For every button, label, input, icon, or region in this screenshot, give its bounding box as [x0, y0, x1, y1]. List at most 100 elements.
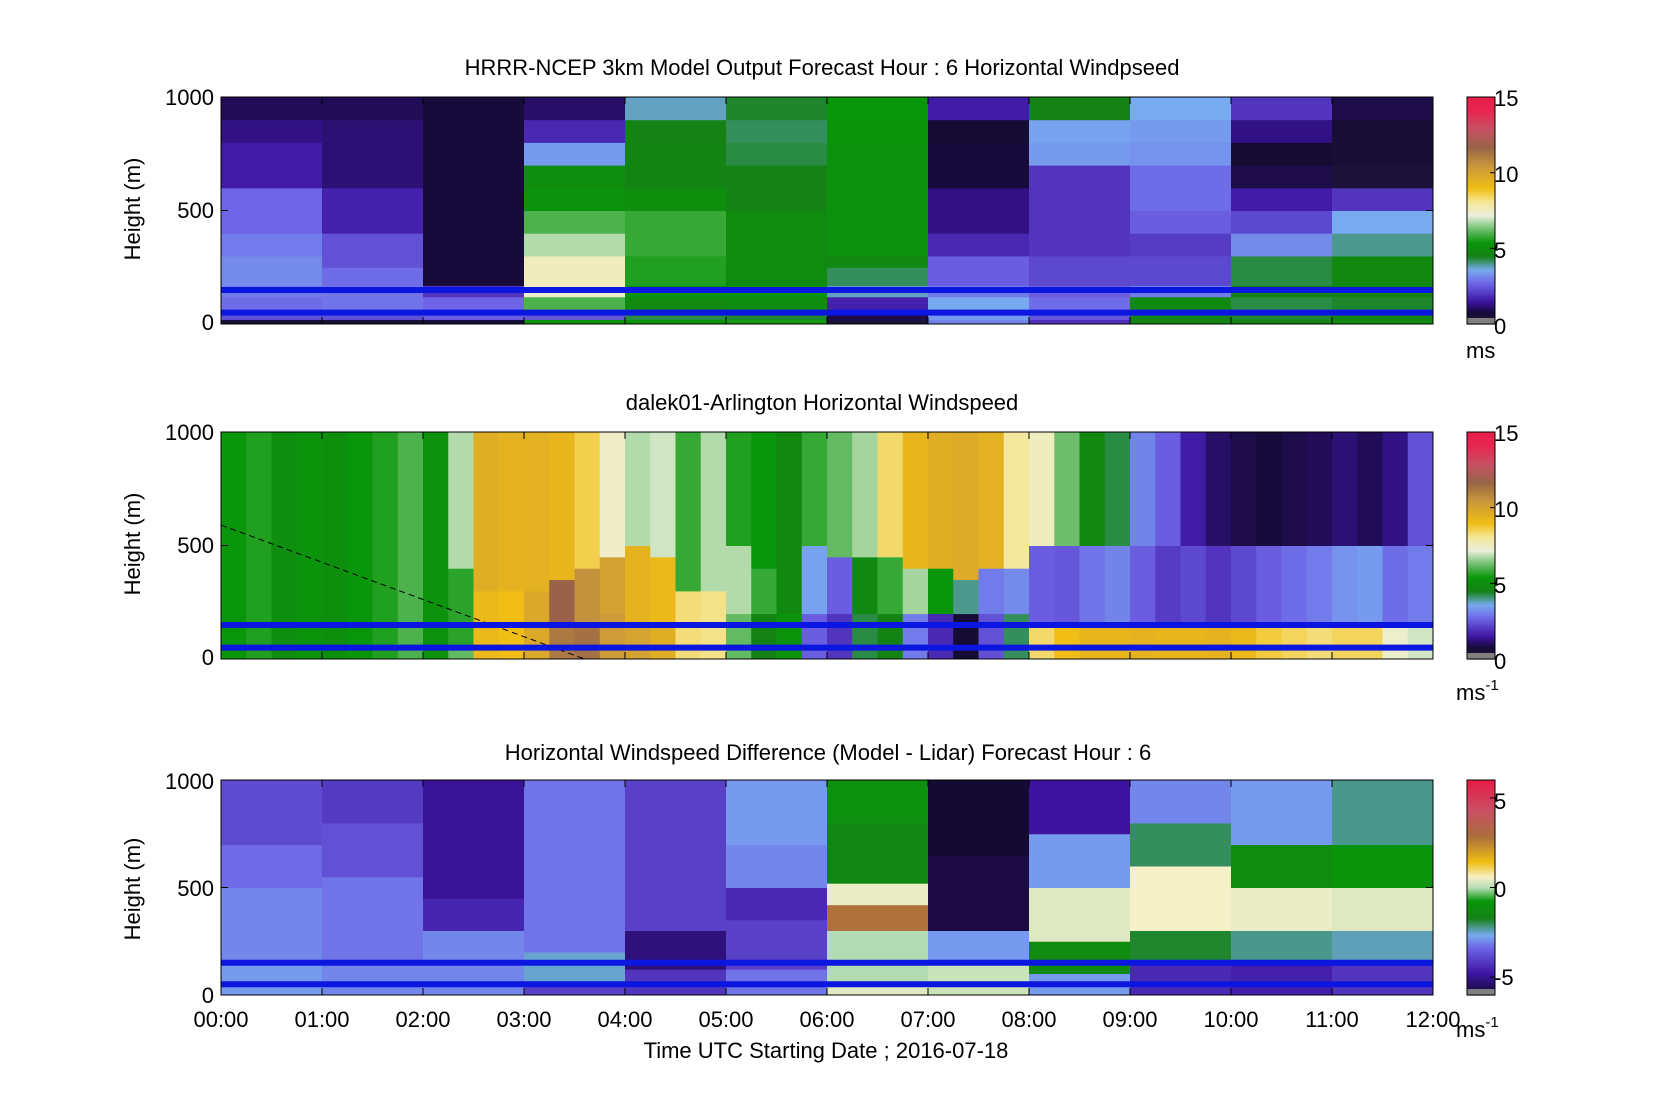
x-tick-label: 01:00	[294, 1007, 349, 1032]
heatmap-cell	[726, 432, 752, 546]
heatmap-cell	[322, 780, 424, 824]
colorbar-segment	[1467, 619, 1495, 622]
colorbar-segment	[1467, 873, 1495, 876]
heatmap-cell	[423, 319, 525, 325]
x-tick-label: 00:00	[193, 1007, 248, 1032]
colorbar-segment	[1467, 484, 1495, 488]
heatmap-cell	[801, 432, 828, 546]
colorbar-segment	[1467, 624, 1495, 628]
colorbar-segment	[1467, 788, 1495, 792]
heatmap-cell	[574, 568, 601, 626]
colorbar-segment	[1467, 960, 1495, 964]
colorbar-tick-label: -5	[1494, 965, 1514, 990]
heatmap-cell	[1130, 823, 1232, 867]
heatmap-cell	[827, 432, 853, 558]
colorbar-segment	[1467, 148, 1495, 151]
colorbar-segment	[1467, 269, 1495, 272]
colorbar-segment	[1467, 632, 1495, 636]
heatmap-cell	[726, 545, 752, 615]
colorbar-segment	[1467, 844, 1495, 847]
heatmap-cell	[1231, 142, 1333, 166]
heatmap-cell	[1130, 624, 1156, 660]
heatmap-cell	[1054, 624, 1080, 660]
colorbar-segment	[1467, 590, 1495, 594]
heatmap-cell	[827, 780, 929, 824]
colorbar-segment	[1467, 831, 1495, 835]
colorbar-segment	[1467, 623, 1495, 626]
colorbar-segment	[1467, 819, 1495, 822]
colorbar-tick-label: 5	[1494, 789, 1506, 814]
x-tick-label: 09:00	[1102, 1007, 1157, 1032]
colorbar-segment	[1467, 528, 1495, 531]
colorbar-segment	[1467, 219, 1495, 223]
colorbar-segment	[1467, 545, 1495, 548]
colorbar-segment	[1467, 172, 1495, 176]
colorbar-segment	[1467, 891, 1495, 894]
colorbar-segment	[1467, 828, 1495, 831]
heatmap-cell	[1231, 930, 1333, 964]
heatmap-cell	[1130, 319, 1232, 325]
heatmap-cell	[1407, 545, 1434, 626]
colorbar-segment	[1467, 189, 1495, 193]
colorbar-unit-exponent: -1	[1485, 1014, 1498, 1031]
heatmap-cell	[524, 233, 626, 257]
colorbar-segment	[1467, 132, 1495, 136]
colorbar-segment	[1467, 469, 1495, 473]
colorbar-segment	[1467, 182, 1495, 185]
heatmap-cell	[1231, 432, 1257, 546]
heatmap-cell	[1256, 432, 1282, 546]
heatmap-cell	[928, 780, 1030, 856]
heatmap-cell	[1180, 545, 1207, 626]
colorbar-segment	[1467, 556, 1495, 560]
colorbar-segment	[1467, 477, 1495, 480]
heatmap-cell	[1281, 432, 1308, 546]
heatmap-cell	[1205, 545, 1232, 626]
heatmap-cell	[1130, 866, 1232, 931]
heatmap-cell	[953, 432, 979, 581]
colorbar-segment	[1467, 244, 1495, 248]
colorbar-segment	[1467, 187, 1495, 191]
colorbar-segment	[1467, 645, 1495, 649]
heatmap-cell	[827, 613, 853, 660]
heatmap-cell	[423, 432, 449, 660]
colorbar-segment	[1467, 520, 1495, 524]
colorbar-segment	[1467, 475, 1495, 478]
colorbar-segment	[1467, 191, 1495, 195]
colorbar-segment	[1467, 611, 1495, 615]
heatmap-cell	[1231, 545, 1257, 626]
colorbar-segment	[1467, 966, 1495, 969]
heatmap-cell	[1231, 844, 1333, 888]
colorbar-segment	[1467, 796, 1495, 799]
colorbar-segment	[1467, 579, 1495, 583]
colorbar-segment	[1467, 914, 1495, 917]
colorbar-segment	[1467, 227, 1495, 231]
heatmap-cell	[1357, 545, 1383, 626]
colorbar-segment	[1467, 121, 1495, 125]
heatmap-cell	[1155, 432, 1181, 546]
colorbar-segment	[1467, 443, 1495, 446]
colorbar-segment	[1467, 119, 1495, 123]
colorbar-segment	[1467, 628, 1495, 632]
heatmap-cell	[599, 556, 626, 615]
heatmap-cell	[1029, 624, 1055, 660]
colorbar-segment	[1467, 866, 1495, 869]
colorbar-segment	[1467, 894, 1495, 898]
colorbar-segment	[1467, 312, 1495, 316]
heatmap-cell	[978, 432, 1005, 569]
heatmap-cell	[953, 613, 979, 660]
heatmap-cell	[827, 904, 929, 931]
heatmap-cell	[1332, 545, 1358, 626]
heatmap-cell	[726, 210, 828, 286]
colorbar-segment	[1467, 647, 1495, 651]
heatmap-cell	[423, 962, 525, 996]
colorbar-segment	[1467, 250, 1495, 253]
colorbar-segment	[1467, 146, 1495, 149]
y-tick-labels: 0 500 1000	[165, 85, 214, 335]
heatmap-cell	[625, 780, 727, 931]
colorbar-segment	[1467, 450, 1495, 454]
colorbar-segment	[1467, 982, 1495, 985]
colorbar-segment	[1467, 638, 1495, 641]
heatmap-cell	[801, 545, 828, 615]
panel-lidar-windspeed: dalek01-Arlington Horizontal Windspeed H…	[120, 390, 1518, 705]
colorbar-segment	[1467, 651, 1495, 654]
